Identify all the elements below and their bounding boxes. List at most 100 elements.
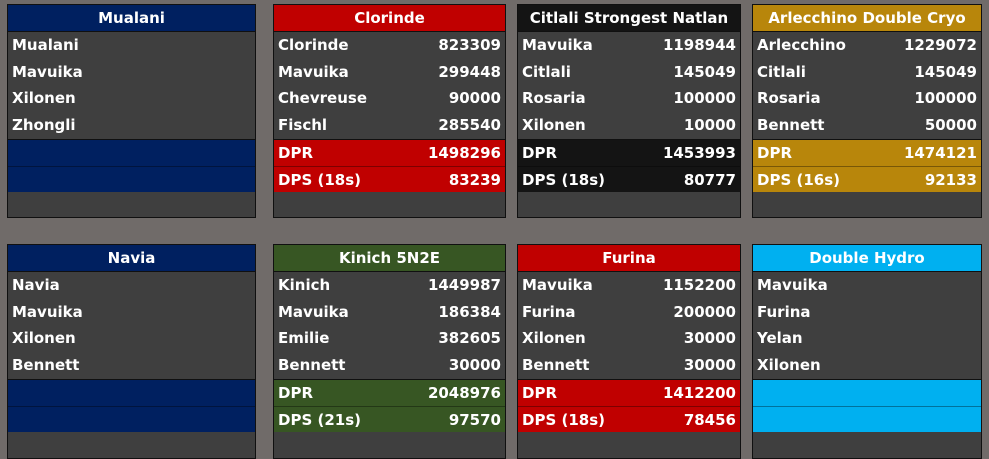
- dps-value: 80777: [683, 171, 736, 189]
- team-members: Clorinde 823309 Mavuika 299448 Chevreuse 90…: [274, 32, 505, 140]
- member-damage: 1198944: [662, 36, 736, 54]
- team-title: Arlecchino Double Cryo: [753, 5, 981, 32]
- member-row: Furina: [753, 299, 981, 326]
- member-row: Xilonen 30000: [518, 325, 740, 352]
- member-name: Kinich: [278, 276, 331, 294]
- member-damage: 145049: [673, 62, 736, 81]
- member-row: Kinich 1449987: [274, 272, 505, 299]
- member-name: Zhongli: [12, 116, 76, 135]
- member-name: Yelan: [757, 329, 803, 348]
- dps-row: DPS (18s) 80777: [518, 167, 740, 193]
- member-row: Citlali 145049: [753, 59, 981, 86]
- dpr-value: 1474121: [903, 144, 977, 162]
- dps-label: DPS (21s): [278, 411, 361, 429]
- member-name: Mavuika: [757, 276, 828, 294]
- member-row: Mavuika 1152200: [518, 272, 740, 299]
- team-title: Furina: [518, 245, 740, 272]
- team-title: Mualani: [8, 5, 255, 32]
- member-row: Fischl 285540: [274, 112, 505, 139]
- team-totals: [8, 380, 255, 432]
- dps-label: DPS (18s): [278, 171, 361, 189]
- member-damage: 145049: [914, 62, 977, 81]
- dpr-row: [8, 140, 255, 167]
- member-row: Chevreuse 90000: [274, 85, 505, 112]
- team-card-navia: Navia Navia Mavuika Xilonen Bennett: [7, 244, 256, 459]
- dps-row: [753, 407, 981, 433]
- dpr-value: 2048976: [427, 384, 501, 402]
- dpr-row: DPR 1453993: [518, 140, 740, 167]
- member-name: Emilie: [278, 329, 330, 348]
- team-title: Double Hydro: [753, 245, 981, 272]
- member-name: Fischl: [278, 116, 328, 135]
- member-name: Rosaria: [522, 89, 586, 108]
- member-name: Furina: [522, 302, 576, 321]
- member-damage: 30000: [448, 356, 501, 375]
- member-damage: 186384: [438, 302, 501, 321]
- member-name: Mavuika: [278, 302, 349, 321]
- member-damage: 382605: [438, 329, 501, 348]
- member-name: Furina: [757, 302, 811, 321]
- team-card-kinich-5n2e: Kinich 5N2E Kinich 1449987 Mavuika 186384 …: [273, 244, 506, 459]
- team-totals: DPR 1498296 DPS (18s) 83239: [274, 140, 505, 192]
- team-totals: DPR 1453993 DPS (18s) 80777: [518, 140, 740, 192]
- member-row: Bennett 30000: [518, 352, 740, 379]
- member-row: Mavuika 1198944: [518, 32, 740, 59]
- member-damage: 285540: [438, 116, 501, 135]
- dpr-row: DPR 2048976: [274, 380, 505, 407]
- dpr-label: DPR: [757, 144, 792, 162]
- member-row: Mavuika 299448: [274, 59, 505, 86]
- dpr-value: 1453993: [662, 144, 736, 162]
- dpr-value: 1498296: [427, 144, 501, 162]
- dpr-label: DPR: [278, 384, 313, 402]
- member-name: Rosaria: [757, 89, 821, 108]
- dpr-row: DPR 1474121: [753, 140, 981, 167]
- member-row: Navia: [8, 272, 255, 299]
- member-row: Bennett: [8, 352, 255, 379]
- member-name: Mavuika: [522, 276, 593, 294]
- member-name: Citlali: [522, 62, 571, 81]
- dps-value: 92133: [924, 171, 977, 189]
- member-row: Mavuika: [8, 59, 255, 86]
- dps-row: DPS (18s) 83239: [274, 167, 505, 193]
- member-name: Mavuika: [522, 36, 593, 54]
- member-damage: 1152200: [662, 276, 736, 294]
- member-row: Xilonen: [753, 352, 981, 379]
- team-card-furina: Furina Mavuika 1152200 Furina 200000 Xilon…: [517, 244, 741, 459]
- dps-value: 97570: [448, 411, 501, 429]
- dpr-label: DPR: [522, 384, 557, 402]
- dpr-row: DPR 1498296: [274, 140, 505, 167]
- member-row: Mavuika: [753, 272, 981, 299]
- dpr-label: DPR: [278, 144, 313, 162]
- member-row: Bennett 50000: [753, 112, 981, 139]
- team-members: Mavuika 1152200 Furina 200000 Xilonen 30000…: [518, 272, 740, 380]
- team-totals: [753, 380, 981, 432]
- member-name: Arlecchino: [757, 36, 846, 54]
- member-row: Furina 200000: [518, 299, 740, 326]
- member-name: Bennett: [522, 356, 590, 375]
- member-name: Xilonen: [757, 356, 821, 375]
- member-row: Mualani: [8, 32, 255, 59]
- member-damage: 100000: [914, 89, 977, 108]
- dps-row: [8, 167, 255, 193]
- team-members: Arlecchino 1229072 Citlali 145049 Rosaria 1…: [753, 32, 981, 140]
- dps-label: DPS (16s): [757, 171, 840, 189]
- member-name: Xilonen: [12, 329, 76, 348]
- dpr-row: DPR 1412200: [518, 380, 740, 407]
- dps-row: DPS (21s) 97570: [274, 407, 505, 433]
- member-damage: 50000: [924, 116, 977, 135]
- dpr-row: [8, 380, 255, 407]
- team-totals: [8, 140, 255, 192]
- dps-row: [8, 407, 255, 433]
- member-name: Bennett: [757, 116, 825, 135]
- member-row: Zhongli: [8, 112, 255, 139]
- dps-label: DPS (18s): [522, 411, 605, 429]
- member-row: Yelan: [753, 325, 981, 352]
- team-members: Mavuika 1198944 Citlali 145049 Rosaria 1000…: [518, 32, 740, 140]
- member-name: Xilonen: [522, 329, 586, 348]
- member-damage: 200000: [673, 302, 736, 321]
- team-title: Citlali Strongest Natlan: [518, 5, 740, 32]
- member-row: Clorinde 823309: [274, 32, 505, 59]
- dps-row: DPS (18s) 78456: [518, 407, 740, 433]
- member-row: Emilie 382605: [274, 325, 505, 352]
- member-row: Xilonen 10000: [518, 112, 740, 139]
